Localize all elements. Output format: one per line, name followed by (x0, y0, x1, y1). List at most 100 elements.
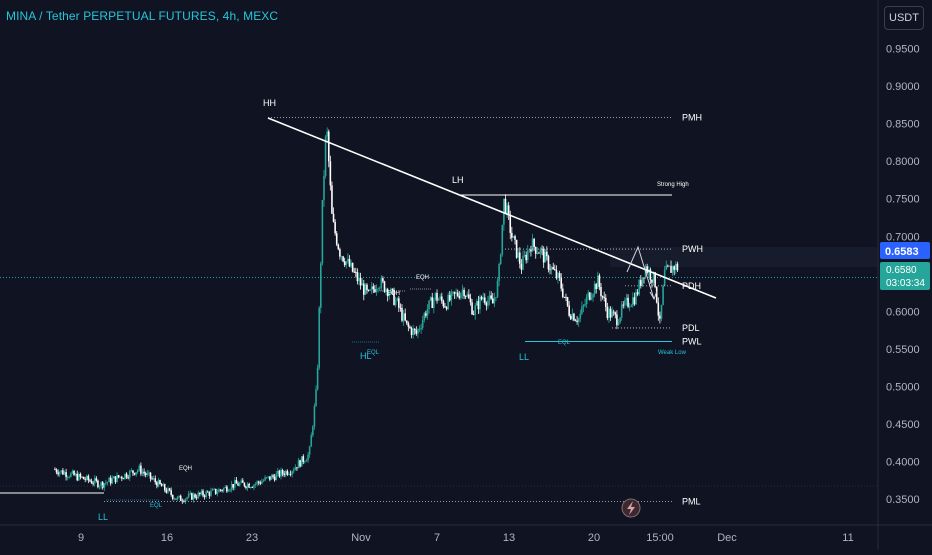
candle (334, 219, 336, 236)
lightning-icon[interactable] (621, 498, 641, 518)
y-tick-label: 0.8500 (886, 119, 920, 131)
candle-body (168, 488, 171, 491)
candle (121, 475, 123, 482)
candle (124, 473, 126, 480)
y-tick-label: 0.8000 (886, 156, 920, 168)
x-tick-label: Nov (351, 532, 371, 544)
candle (597, 271, 599, 290)
candle-body (468, 294, 470, 299)
x-tick-label: 13 (503, 532, 515, 544)
candle-body (337, 244, 340, 250)
candle (308, 445, 311, 458)
candle-body (498, 264, 500, 281)
candle (633, 292, 636, 306)
candle (168, 487, 171, 492)
candle (511, 226, 513, 242)
candle (566, 296, 569, 308)
candle (359, 272, 362, 290)
candle-body (162, 484, 164, 487)
candle (585, 294, 588, 308)
candle-body (117, 475, 120, 478)
candle-body (324, 136, 327, 176)
candle-body (199, 492, 201, 495)
candle-body (651, 279, 653, 283)
candle (606, 302, 609, 321)
currency-unit-button[interactable]: USDT (884, 6, 924, 30)
candle-body (241, 480, 244, 483)
candle (132, 470, 134, 476)
candle (417, 328, 419, 339)
candle-body (259, 482, 262, 484)
candle-body (463, 289, 465, 297)
candle-body (667, 265, 669, 267)
candle-body (192, 494, 195, 500)
candle (668, 265, 671, 267)
candle-body (490, 295, 492, 299)
candle-body (294, 467, 297, 471)
candle (84, 476, 86, 483)
candle (205, 489, 207, 499)
candle (151, 476, 153, 481)
candle (503, 198, 505, 231)
candle-body (210, 490, 212, 496)
candle (162, 482, 164, 487)
candle-body (369, 289, 371, 291)
countdown-value: 03:03:34 (886, 278, 925, 289)
candle-body (479, 296, 481, 310)
pwl-label: PWL (682, 336, 702, 346)
candle-body (57, 472, 59, 475)
candle (348, 255, 351, 268)
candle-body (334, 221, 336, 234)
candle (592, 293, 594, 302)
candle-body (89, 480, 91, 482)
candle-body (487, 300, 489, 306)
candle-body (452, 291, 454, 293)
candle (675, 261, 677, 275)
candle-body (522, 256, 524, 270)
candle-body (109, 477, 112, 484)
candle (526, 244, 529, 264)
candle (281, 468, 284, 477)
candle-body (385, 289, 387, 292)
candle-body (321, 199, 324, 264)
candle-body (178, 495, 180, 498)
candle-body (590, 297, 593, 300)
x-tick-label: 16 (161, 532, 173, 544)
candle-body (296, 467, 298, 469)
candle-body (584, 304, 586, 306)
candle (474, 302, 477, 320)
candle (312, 425, 314, 438)
candle-body (206, 491, 209, 493)
candle-body (639, 280, 642, 287)
candle (273, 473, 276, 482)
candle-body (434, 292, 437, 300)
candle (437, 297, 440, 301)
candle-body (496, 280, 499, 298)
candle (265, 476, 268, 479)
candle-body (483, 297, 486, 303)
y-tick-label: 0.4000 (886, 457, 920, 469)
candle-body (440, 296, 443, 301)
candle-body (675, 263, 677, 270)
candle (313, 403, 316, 430)
candle-body (332, 213, 335, 222)
candle (519, 247, 521, 269)
chart-title: MINA / Tether PERPETUAL FUTURES, 4h, MEX… (6, 9, 279, 23)
candle (639, 275, 642, 289)
candle-body (108, 477, 110, 482)
candle (382, 276, 384, 284)
candle-body (186, 497, 188, 499)
candle (202, 489, 204, 498)
candle-body (399, 307, 402, 309)
candle (342, 255, 344, 263)
candle (206, 490, 209, 493)
candle (673, 265, 676, 276)
candle (362, 279, 365, 301)
candle (288, 472, 290, 476)
candle-body (448, 294, 451, 301)
candle-body (348, 258, 351, 267)
candle-body (633, 297, 636, 305)
candle (152, 475, 155, 481)
